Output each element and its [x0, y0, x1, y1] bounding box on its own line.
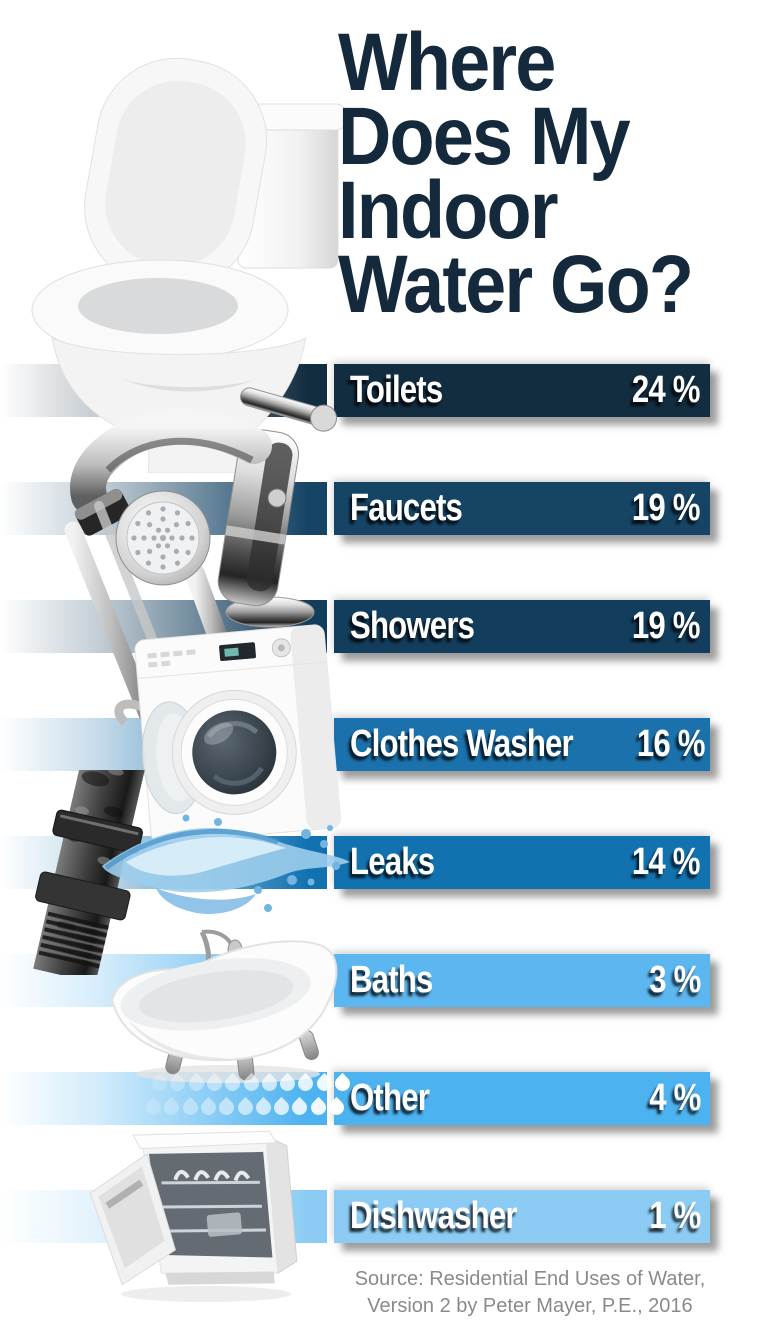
source-line-2: Version 2 by Peter Mayer, P.E., 2016 [367, 1295, 693, 1317]
bar-row-faucets: Faucets 19 % [0, 482, 710, 535]
bar-value: 19 % [632, 487, 701, 529]
bar-value: 1 % [648, 1195, 701, 1237]
source-line-1: Source: Residential End Uses of Water, [354, 1268, 706, 1290]
bar-label: Other [350, 1077, 430, 1119]
bar-label: Clothes Washer [350, 723, 574, 765]
bar: Leaks 14 % [334, 836, 710, 889]
bar-gradient-strip [0, 1190, 327, 1243]
bar-label: Showers [350, 605, 475, 647]
title-line-3: Indoor [338, 165, 559, 256]
bar-value: 4 % [648, 1077, 701, 1119]
bar-row-toilets: Toilets 24 % [0, 364, 710, 417]
bar-row-baths: Baths 3 % [0, 954, 710, 1007]
bar-gradient-strip [0, 836, 327, 889]
bar: Faucets 19 % [334, 482, 710, 535]
bar-gradient-strip [0, 482, 327, 535]
bar-gradient-strip [0, 954, 327, 1007]
bar-gradient-strip [0, 600, 327, 653]
bar-row-dishwasher: Dishwasher 1 % [0, 1190, 710, 1243]
bar: Toilets 24 % [334, 364, 710, 417]
bar-row-showers: Showers 19 % [0, 600, 710, 653]
bar-label: Toilets [350, 369, 443, 411]
bar: Other 4 % [334, 1072, 710, 1125]
page-title: Where Does My Indoor Water Go? [338, 17, 694, 330]
bar-row-leaks: Leaks 14 % [0, 836, 710, 889]
bar-value: 3 % [648, 959, 701, 1001]
source-note: Source: Residential End Uses of Water, V… [340, 1266, 720, 1320]
bar-value: 24 % [632, 369, 701, 411]
bar-value: 19 % [632, 605, 701, 647]
title-line-4: Water Go? [338, 239, 694, 330]
bar-label: Dishwasher [350, 1195, 518, 1237]
bar-gradient-strip [0, 364, 327, 417]
bar: Showers 19 % [334, 600, 710, 653]
bar-label: Faucets [350, 487, 463, 529]
bar-row-clothes-washer: Clothes Washer 16 % [0, 718, 710, 771]
bar-row-other: Other 4 % [0, 1072, 710, 1125]
bar-gradient-strip [0, 718, 327, 771]
title-line-2: Does My [338, 91, 631, 182]
bar-label: Leaks [350, 841, 435, 883]
bar: Baths 3 % [334, 954, 710, 1007]
bar-value: 14 % [632, 841, 701, 883]
title-line-1: Where [338, 17, 556, 108]
bar: Clothes Washer 16 % [334, 718, 710, 771]
bar-label: Baths [350, 959, 433, 1001]
bar: Dishwasher 1 % [334, 1190, 710, 1243]
bar-value: 16 % [636, 723, 706, 765]
